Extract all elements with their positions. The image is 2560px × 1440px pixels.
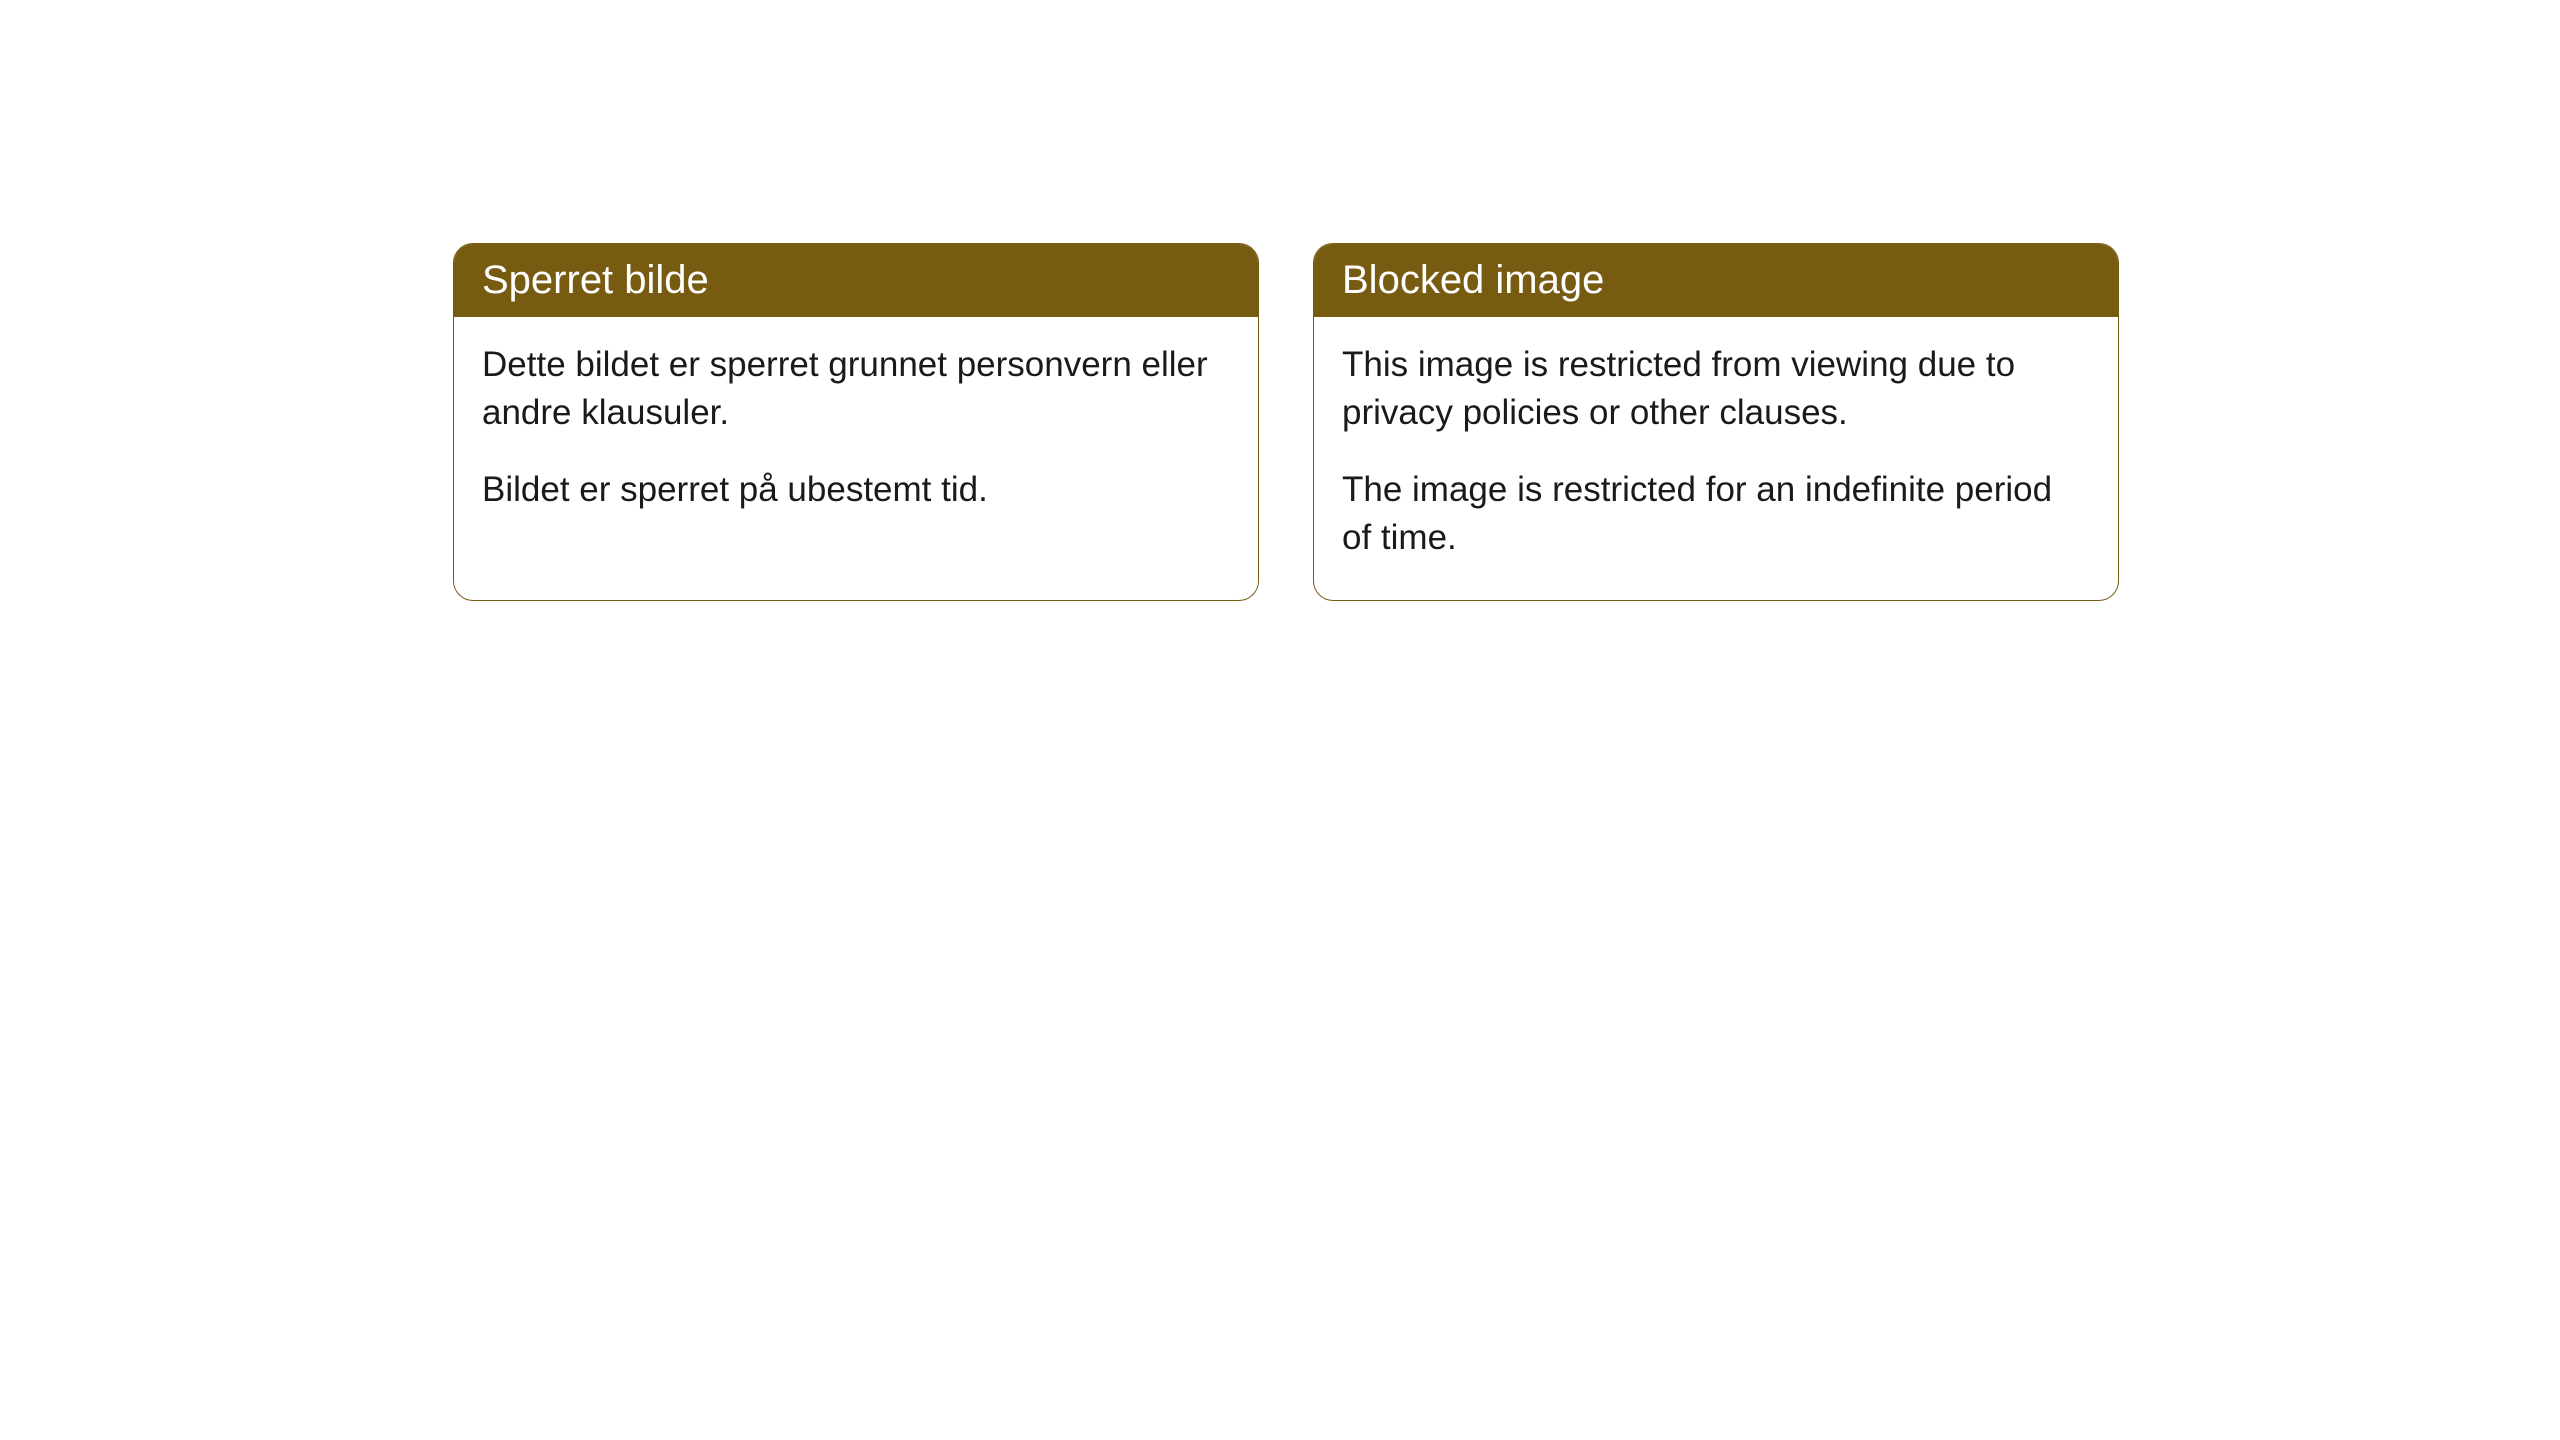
blocked-image-card-english: Blocked image This image is restricted f… xyxy=(1313,243,2119,601)
card-title: Sperret bilde xyxy=(482,258,709,302)
cards-container: Sperret bilde Dette bildet er sperret gr… xyxy=(453,243,2119,601)
card-header: Blocked image xyxy=(1314,244,2118,317)
card-title: Blocked image xyxy=(1342,258,1604,302)
card-body: This image is restricted from viewing du… xyxy=(1314,317,2118,600)
card-text-line-1: This image is restricted from viewing du… xyxy=(1342,341,2090,438)
card-header: Sperret bilde xyxy=(454,244,1258,317)
blocked-image-card-norwegian: Sperret bilde Dette bildet er sperret gr… xyxy=(453,243,1259,601)
card-text-line-1: Dette bildet er sperret grunnet personve… xyxy=(482,341,1230,438)
card-text-line-2: Bildet er sperret på ubestemt tid. xyxy=(482,466,1230,514)
card-text-line-2: The image is restricted for an indefinit… xyxy=(1342,466,2090,563)
card-body: Dette bildet er sperret grunnet personve… xyxy=(454,317,1258,552)
